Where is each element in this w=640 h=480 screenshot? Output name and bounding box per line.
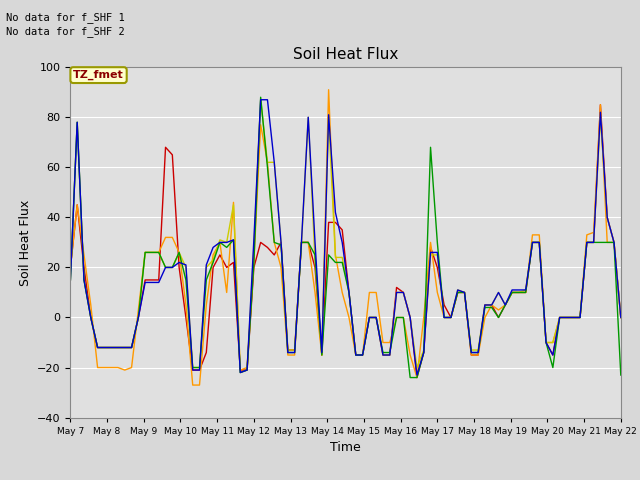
Title: Soil Heat Flux: Soil Heat Flux — [293, 47, 398, 62]
Text: No data for f_SHF 1: No data for f_SHF 1 — [6, 12, 125, 23]
Y-axis label: Soil Heat Flux: Soil Heat Flux — [19, 199, 31, 286]
Legend: SHF1, SHF2, SHF3, SHF4, SHF5: SHF1, SHF2, SHF3, SHF4, SHF5 — [131, 477, 560, 480]
Text: No data for f_SHF 2: No data for f_SHF 2 — [6, 26, 125, 37]
X-axis label: Time: Time — [330, 441, 361, 454]
Text: TZ_fmet: TZ_fmet — [73, 70, 124, 80]
